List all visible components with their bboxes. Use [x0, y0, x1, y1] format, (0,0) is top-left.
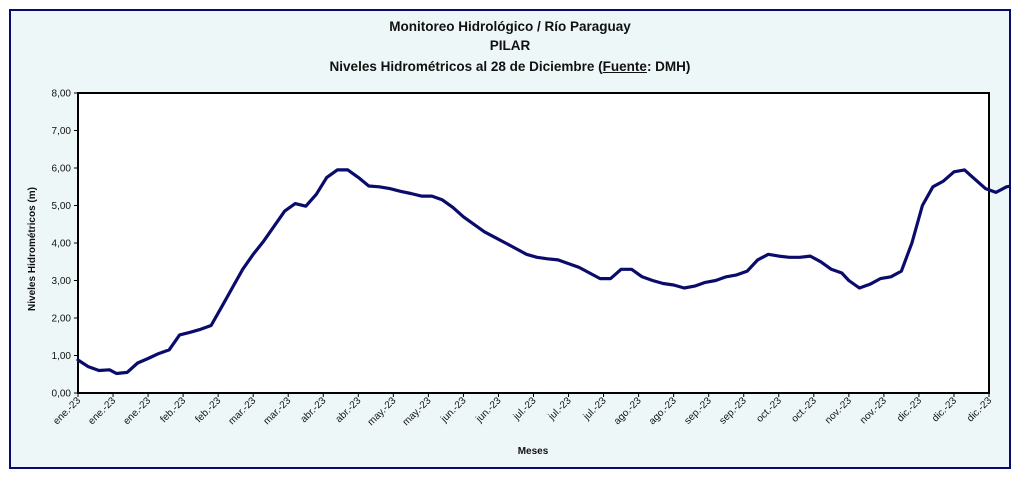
- x-tick-label: jun.-23: [438, 395, 468, 425]
- plot-area: 0,00 1,00 2,00 3,00 4,00 5,00 6,00 7,00 8,00 ene.…: [51, 89, 1009, 428]
- x-tick-label: jul.-23: [511, 395, 539, 423]
- x-tick-label: ene.-23: [51, 395, 83, 427]
- y-tick-label: 7,00: [52, 126, 72, 137]
- x-tick-label: oct.-23: [754, 395, 784, 425]
- chart-subtitle: PILAR: [489, 38, 531, 53]
- x-tick-label: mar.-23: [262, 395, 294, 427]
- x-tick-label: abr.-23: [334, 395, 364, 425]
- y-axis-label: Niveles Hidrométricos (m): [27, 187, 38, 311]
- x-tick-label: ene.-23: [121, 395, 153, 427]
- chart-frame: Monitoreo Hidrológico / Río Paraguay PIL…: [9, 9, 1011, 469]
- x-tick-label: may.-23: [366, 395, 399, 428]
- x-tick-label: dic.-23: [895, 395, 924, 424]
- x-tick-label: nov.-23: [858, 395, 889, 426]
- y-tick-label: 6,00: [52, 164, 72, 175]
- x-tick-label: ago.-23: [612, 395, 644, 427]
- x-tick-label: abr.-23: [299, 395, 329, 425]
- chart-title: Monitoreo Hidrológico / Río Paraguay: [389, 19, 631, 34]
- x-tick-label: feb.-23: [193, 395, 223, 425]
- x-tick-label: oct.-23: [790, 395, 820, 425]
- line-chart: 0,00 1,00 2,00 3,00 4,00 5,00 6,00 7,00 8,00 ene.…: [27, 89, 1009, 457]
- x-tick-label: sep.-23: [717, 395, 749, 427]
- x-tick-label: dic.-23: [965, 395, 994, 424]
- x-tick-label: sep.-23: [682, 395, 714, 427]
- x-tick-label: mar.-23: [227, 395, 259, 427]
- x-tick-label: jun.-23: [473, 395, 503, 425]
- y-tick-label: 1,00: [52, 351, 72, 362]
- x-tick-label: jul.-23: [546, 395, 574, 423]
- y-tick-label: 4,00: [52, 239, 72, 250]
- x-tick-label: may.-23: [401, 395, 434, 428]
- chart-subtitle-2: Niveles Hidrométricos al 28 de Diciembre…: [11, 59, 1009, 75]
- x-tick-label: ago.-23: [647, 395, 679, 427]
- x-axis-label: Meses: [518, 446, 549, 457]
- y-tick-label: 3,00: [52, 276, 72, 287]
- plot-border: [77, 92, 990, 394]
- subtitle-2-suffix: : DMH): [646, 59, 691, 74]
- x-tick-label: feb.-23: [158, 395, 188, 425]
- x-tick-label: jul.-23: [581, 395, 609, 423]
- subtitle-2-prefix: Niveles Hidrométricos al 28 de Diciembre…: [329, 59, 603, 74]
- y-tick-label: 0,00: [52, 389, 72, 400]
- y-tick-label: 5,00: [52, 201, 72, 212]
- x-tick-label: nov.-23: [823, 395, 854, 426]
- y-tick-label: 2,00: [52, 314, 72, 325]
- x-tick-label: ene.-23: [86, 395, 118, 427]
- x-tick-label: dic.-23: [930, 395, 959, 424]
- source-label: Fuente: [602, 59, 647, 74]
- series-line: [76, 168, 1009, 376]
- y-tick-label: 8,00: [52, 89, 72, 100]
